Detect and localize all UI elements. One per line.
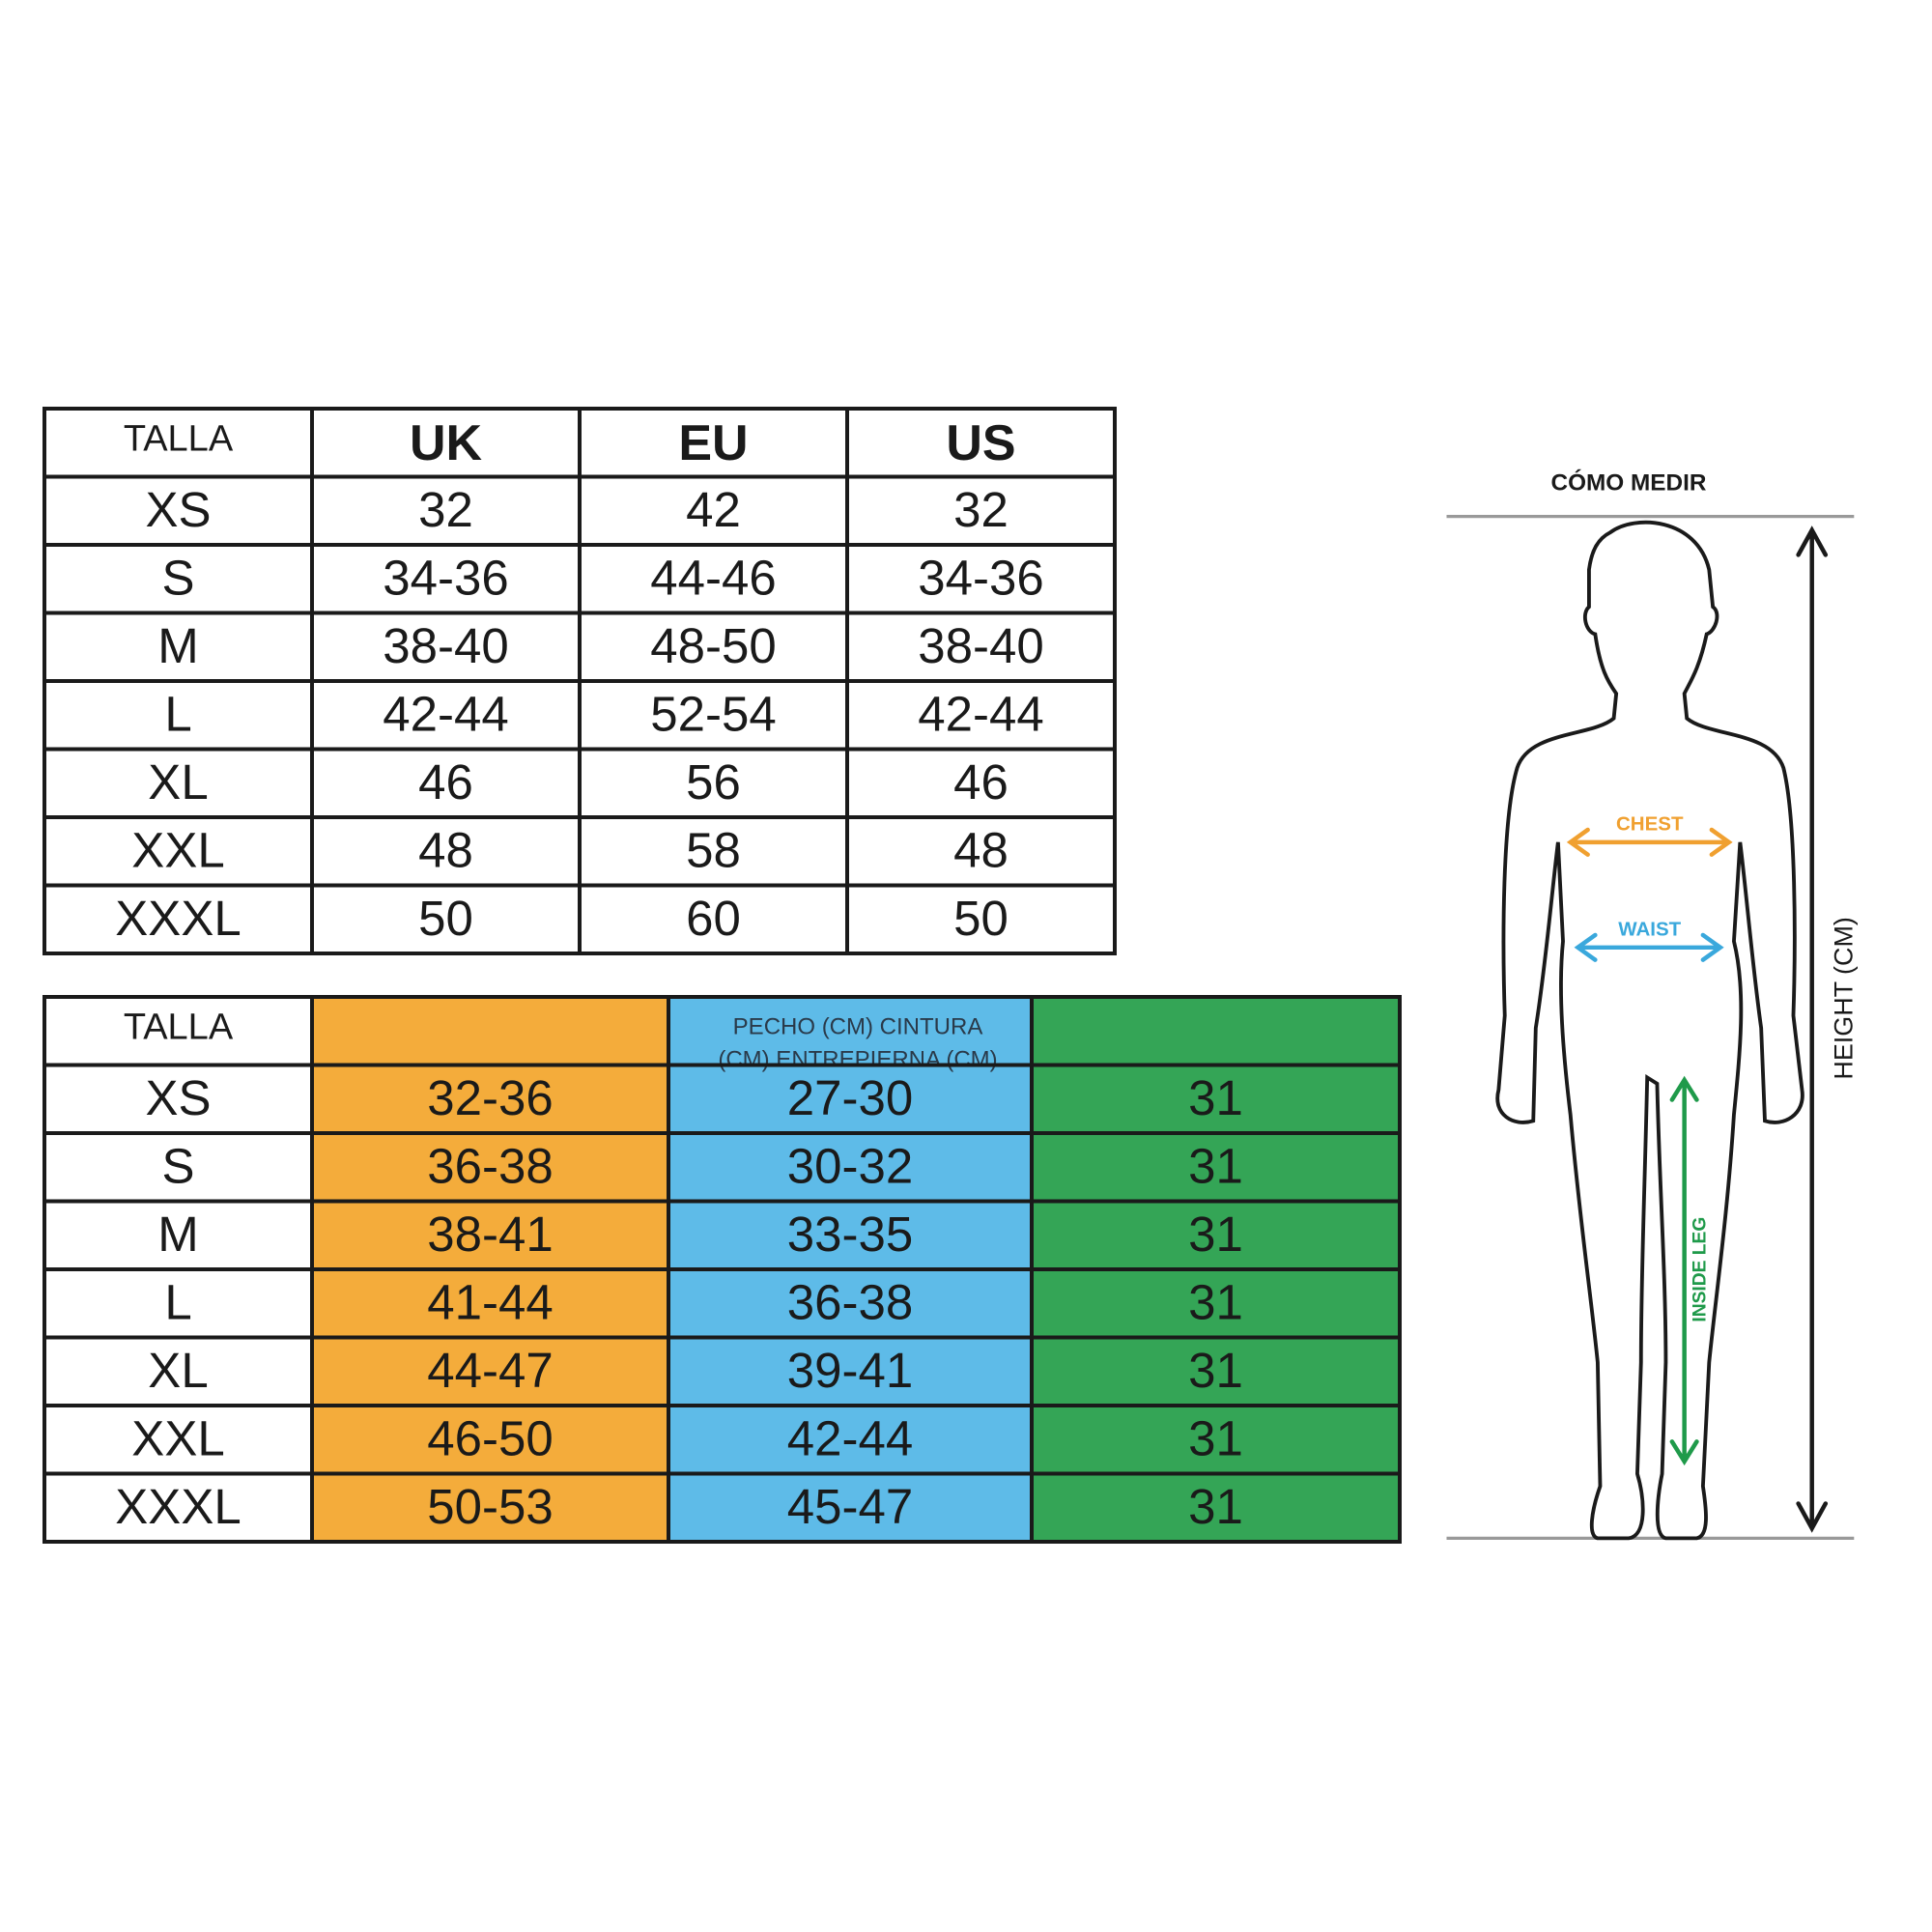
table-cell: 46 (953, 754, 1009, 810)
header-note: PECHO (CM) CINTURA (733, 1013, 983, 1039)
table-cell: 41-44 (427, 1275, 553, 1330)
header-cell: TALLA (124, 418, 234, 459)
table-cell: M (157, 618, 198, 673)
table-cell: XL (148, 754, 208, 810)
table-cell: 31 (1188, 1343, 1243, 1398)
table-cell: 42-44 (918, 687, 1043, 742)
table-cell: 34-36 (918, 551, 1043, 606)
header-cell: EU (678, 415, 748, 471)
table-cell: 32 (418, 482, 473, 537)
table-cell: 48-50 (650, 618, 776, 673)
how-to-measure: CÓMO MEDIR CHEST WAIST INSIDE LEG HEIGHT… (1446, 469, 1858, 1541)
table-cell: 56 (686, 754, 741, 810)
chest-label: CHEST (1616, 812, 1684, 835)
table-cell: 31 (1188, 1070, 1243, 1125)
table-cell: XXXL (115, 891, 241, 946)
table-cell: L (164, 687, 191, 742)
body-outline (1495, 520, 1804, 1541)
table-cell: 32 (953, 482, 1009, 537)
table-cell: 42 (686, 482, 741, 537)
table-cell: 48 (418, 823, 473, 878)
header-cell: TALLA (124, 1007, 234, 1047)
table-cell: 32-36 (427, 1070, 553, 1125)
height-arrow (1796, 526, 1829, 1533)
table-cell: 36-38 (787, 1275, 913, 1330)
table-cell: 44-46 (650, 551, 776, 606)
chest-arrow (1566, 827, 1733, 857)
table-cell: 52-54 (650, 687, 776, 742)
table-cell: 36-38 (427, 1139, 553, 1194)
table-cell: 44-47 (427, 1343, 553, 1398)
table-cell: 38-41 (427, 1207, 553, 1262)
table-cell: 42-44 (383, 687, 508, 742)
table-cell: XXXL (115, 1479, 241, 1534)
table-cell: 39-41 (787, 1343, 913, 1398)
table-cell: S (161, 551, 194, 606)
table-cell: M (157, 1207, 198, 1262)
table-cell: 31 (1188, 1207, 1243, 1262)
table-cell: 50 (418, 891, 473, 946)
table-cell: 31 (1188, 1275, 1243, 1330)
table-cell: 33-35 (787, 1207, 913, 1262)
inside-leg-label: INSIDE LEG (1690, 1217, 1710, 1322)
table-cell: 30-32 (787, 1139, 913, 1194)
table-cell: 60 (686, 891, 741, 946)
height-label: HEIGHT (CM) (1829, 917, 1858, 1079)
table-cell: 46-50 (427, 1411, 553, 1466)
table-cell: 38-40 (918, 618, 1043, 673)
table-cell: 48 (953, 823, 1009, 878)
table-cell: XL (148, 1343, 208, 1398)
table-cell: 34-36 (383, 551, 508, 606)
table-cell: 50-53 (427, 1479, 553, 1534)
table-cell: XS (145, 482, 211, 537)
table-cell: S (161, 1139, 194, 1194)
table-cell: 45-47 (787, 1479, 913, 1534)
table-cell: XS (145, 1070, 211, 1125)
header-cell: US (946, 415, 1015, 471)
table-cell: XXL (131, 823, 224, 878)
figure-title: CÓMO MEDIR (1550, 469, 1706, 497)
table-cell: 42-44 (787, 1411, 913, 1466)
waist-arrow (1574, 932, 1724, 962)
table-cell: 31 (1188, 1411, 1243, 1466)
table-cell: 27-30 (787, 1070, 913, 1125)
table-cell: 58 (686, 823, 741, 878)
table-cell: 50 (953, 891, 1009, 946)
header-note: (CM) ENTREPIERNA (CM) (718, 1046, 997, 1072)
header-cell: UK (410, 415, 483, 471)
waist-label: WAIST (1618, 918, 1681, 940)
table-cell: 38-40 (383, 618, 508, 673)
table-cell: L (164, 1275, 191, 1330)
arrows (1566, 526, 1829, 1533)
table-cell: 31 (1188, 1139, 1243, 1194)
table-cell: XXL (131, 1411, 224, 1466)
inside-leg-arrow (1669, 1075, 1699, 1466)
table-cell: 31 (1188, 1479, 1243, 1534)
table-cell: 46 (418, 754, 473, 810)
